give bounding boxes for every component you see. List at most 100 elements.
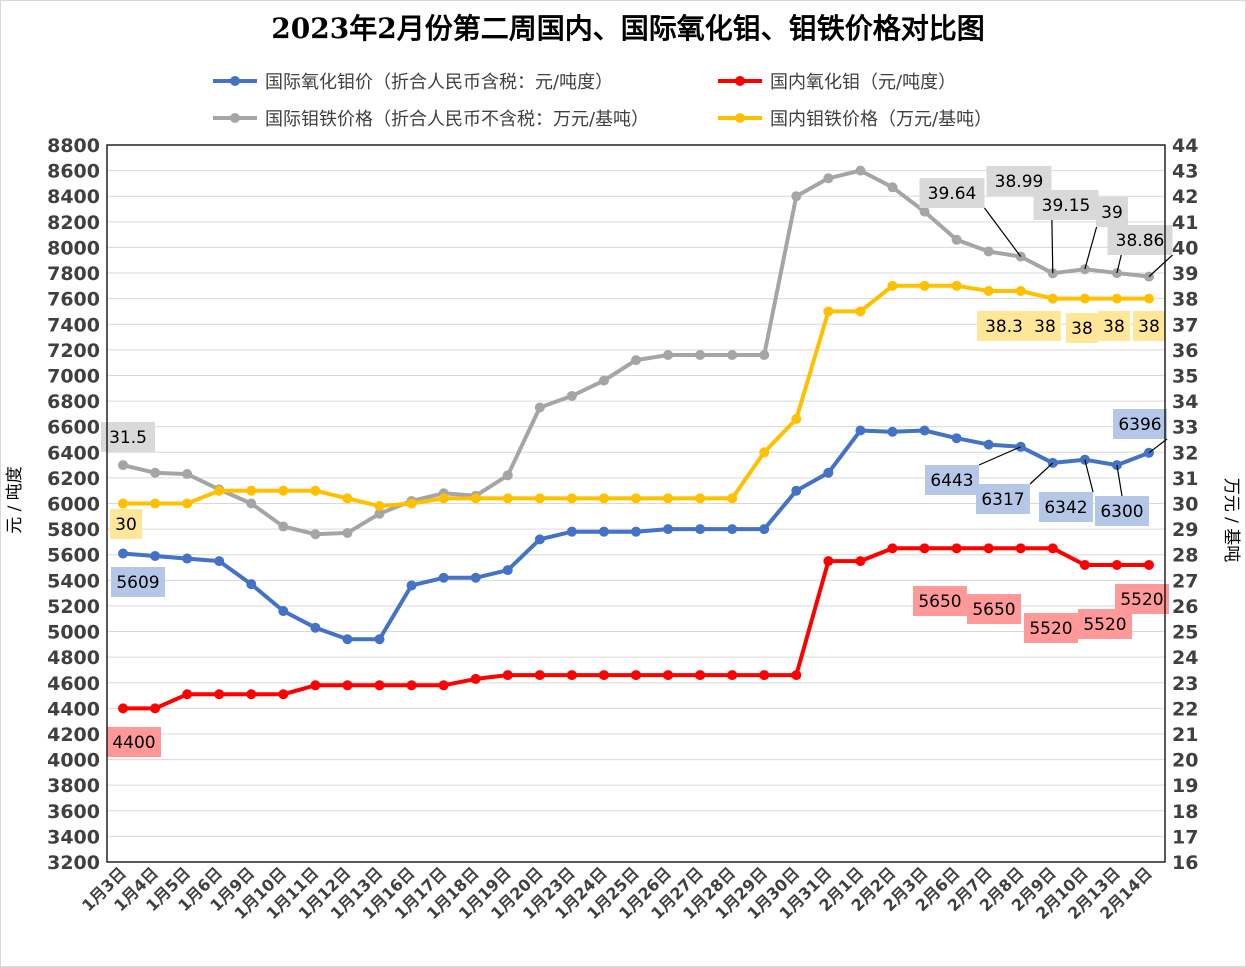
data-point	[534, 534, 545, 545]
data-point	[598, 493, 609, 504]
data-label-box	[1115, 584, 1169, 614]
data-point	[374, 634, 385, 645]
data-point	[278, 689, 289, 700]
left-tick-label: 4400	[47, 698, 100, 720]
data-point	[983, 543, 994, 554]
data-label: 38	[1066, 313, 1098, 343]
data-point	[887, 426, 898, 437]
data-point	[470, 493, 481, 504]
data-label: 39	[1096, 197, 1128, 227]
legend-swatch-marker	[230, 76, 240, 86]
data-label: 6300	[1095, 496, 1149, 526]
left-tick-label: 7600	[47, 289, 100, 311]
data-point	[278, 521, 289, 532]
left-tick-label: 8400	[47, 186, 100, 208]
data-label-box	[1029, 311, 1061, 341]
data-point	[951, 234, 962, 245]
data-point	[1015, 543, 1026, 554]
data-point	[759, 670, 770, 681]
data-label-box	[1066, 313, 1098, 343]
data-point	[598, 670, 609, 681]
data-point	[118, 498, 129, 509]
right-tick-label: 20	[1172, 750, 1198, 772]
data-label-text: 4400	[112, 733, 155, 753]
data-point	[278, 485, 289, 496]
data-point	[374, 501, 385, 512]
data-point	[310, 622, 321, 633]
data-point	[278, 606, 289, 617]
right-tick-label: 40	[1172, 237, 1198, 259]
data-label-text: 5650	[972, 600, 1015, 620]
data-label-box	[1039, 492, 1093, 522]
left-tick-label: 3600	[47, 801, 100, 823]
data-label-text: 5520	[1120, 590, 1163, 610]
data-label: 38	[1029, 311, 1061, 341]
right-tick-label: 24	[1172, 647, 1198, 669]
right-tick-label: 34	[1172, 391, 1198, 413]
data-point	[983, 285, 994, 296]
data-point	[983, 439, 994, 450]
data-point	[663, 493, 674, 504]
data-label-box	[101, 422, 155, 452]
data-point	[310, 680, 321, 691]
data-label: 5650	[967, 594, 1021, 624]
data-label: 39.15	[1033, 190, 1099, 220]
right-y-axis: 16 17 18 19 20 21 22 23 24 25 26 27 28 29 30 31 32 33 34 35…	[1172, 135, 1198, 874]
legend-item: 国际钼铁价格（折合人民币不含税：万元/基吨）	[213, 109, 649, 130]
data-point	[182, 498, 193, 509]
data-point	[791, 191, 802, 202]
data-point	[759, 524, 770, 535]
left-axis-title: 元 / 吨度	[5, 466, 25, 534]
leader-line	[1116, 464, 1123, 497]
data-point	[342, 634, 353, 645]
data-label-text: 6342	[1044, 498, 1087, 518]
data-point	[951, 280, 962, 291]
data-point	[983, 246, 994, 257]
right-tick-label: 37	[1172, 314, 1198, 336]
data-label-text: 30	[115, 515, 137, 535]
right-tick-label: 25	[1172, 622, 1198, 644]
left-tick-label: 7200	[47, 340, 100, 362]
data-point	[470, 572, 481, 583]
left-tick-label: 5600	[47, 545, 100, 567]
data-point	[182, 469, 193, 480]
data-point	[695, 524, 706, 535]
data-label: 6317	[976, 484, 1030, 514]
leader-line	[1029, 462, 1054, 485]
data-label-box	[919, 178, 985, 208]
data-point	[695, 493, 706, 504]
right-tick-label: 26	[1172, 596, 1198, 618]
right-tick-label: 42	[1172, 186, 1198, 208]
legend-label: 国际钼铁价格（折合人民币不含税：万元/基吨）	[265, 109, 649, 130]
data-label: 5609	[111, 567, 165, 597]
data-point	[470, 673, 481, 684]
data-point	[534, 493, 545, 504]
data-point	[727, 524, 738, 535]
left-tick-label: 8600	[47, 161, 100, 183]
data-label-text: 38	[1103, 317, 1125, 337]
data-point	[1047, 293, 1058, 304]
data-label: 38.3	[977, 311, 1031, 341]
left-tick-label: 4800	[47, 647, 100, 669]
data-label: 5520	[1024, 613, 1078, 643]
data-point	[534, 670, 545, 681]
left-tick-label: 5200	[47, 596, 100, 618]
left-tick-label: 4000	[47, 750, 100, 772]
data-point	[374, 680, 385, 691]
data-label-box	[967, 594, 1021, 624]
data-label-box	[976, 484, 1030, 514]
right-tick-label: 38	[1172, 289, 1198, 311]
data-label-box	[1107, 225, 1173, 255]
data-label-box	[925, 465, 979, 495]
data-label-text: 31.5	[109, 428, 147, 448]
data-point	[566, 493, 577, 504]
data-point	[791, 485, 802, 496]
data-label: 39.64	[919, 178, 985, 208]
data-label-box	[1095, 496, 1149, 526]
data-point	[438, 493, 449, 504]
data-point	[438, 572, 449, 583]
data-point	[342, 680, 353, 691]
data-point	[759, 447, 770, 458]
data-point	[598, 526, 609, 537]
